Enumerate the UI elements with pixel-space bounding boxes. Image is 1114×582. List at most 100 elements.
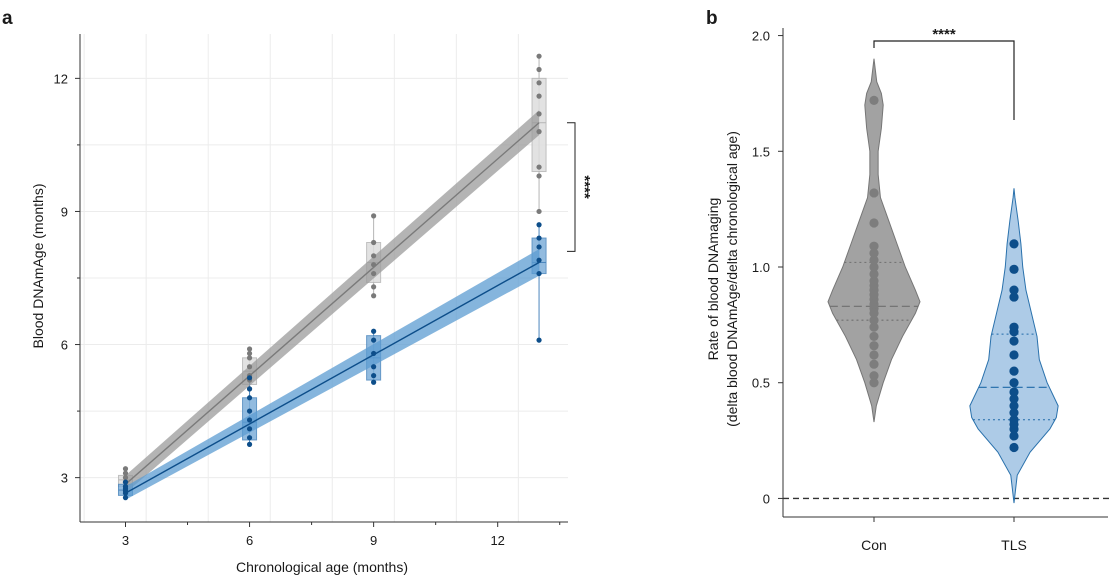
data-point-tls — [246, 375, 253, 381]
data-point-tls — [246, 386, 253, 392]
significance-label: **** — [576, 175, 593, 199]
data-point-tls — [122, 495, 129, 501]
data-point-con — [371, 253, 377, 259]
data-point-con — [122, 475, 129, 481]
y-axis-title-line2: (delta blood DNAmAge/delta chronological… — [724, 131, 740, 427]
data-point-con — [869, 359, 879, 369]
panel-b-letter: b — [706, 8, 718, 29]
x-tick-label: 9 — [370, 533, 377, 548]
data-point-con — [246, 346, 253, 352]
data-point-tls — [1009, 431, 1019, 441]
data-point-con — [371, 262, 377, 268]
data-point-con — [869, 248, 879, 258]
data-point-tls — [1009, 378, 1019, 388]
data-point-tls — [1009, 415, 1019, 425]
panel-a-chart: 3 6 9 12 3 6 9 12 Chronological age (months) Bloo… — [30, 34, 593, 575]
data-point-tls — [1009, 401, 1019, 411]
data-point-tls — [536, 270, 542, 277]
data-point-tls — [1009, 350, 1019, 360]
y-tick-label: 12 — [54, 71, 68, 86]
data-point-con — [371, 293, 377, 299]
data-point-con — [371, 213, 377, 219]
data-point-tls — [371, 337, 377, 343]
data-point-tls — [1009, 394, 1019, 404]
data-point-tls — [1009, 336, 1019, 346]
confidence-band-con — [125, 110, 540, 494]
data-point-con — [122, 470, 129, 476]
data-point-tls — [1009, 292, 1019, 302]
data-point-con — [371, 284, 377, 290]
significance-bracket — [873, 40, 1015, 120]
data-point-con — [536, 53, 542, 59]
data-point-con — [869, 262, 879, 272]
data-point-con — [869, 322, 879, 332]
x-tick-label: Con — [861, 537, 887, 553]
data-point-con — [869, 315, 879, 325]
significance-label: **** — [932, 26, 956, 43]
data-point-tls — [536, 337, 542, 343]
data-point-tls — [246, 417, 253, 423]
data-point-con — [536, 93, 542, 99]
data-point-con — [246, 355, 253, 361]
data-point-con — [122, 466, 129, 472]
y-tick-label: 1.5 — [752, 144, 770, 159]
data-point-con — [536, 80, 542, 86]
data-point-con — [869, 341, 879, 351]
y-tick-label: 1.0 — [752, 260, 770, 275]
x-tick-label: 6 — [246, 533, 253, 548]
data-point-tls — [122, 483, 129, 490]
fit-line-con — [125, 122, 540, 485]
data-point-tls — [1009, 285, 1019, 295]
data-point-con — [869, 350, 879, 360]
y-tick-label: 3 — [61, 471, 68, 486]
x-tick-label: TLS — [1001, 537, 1027, 553]
data-point-tls — [1009, 442, 1019, 453]
data-point-tls — [371, 350, 377, 357]
data-point-tls — [246, 426, 253, 432]
data-point-con — [371, 239, 377, 246]
data-point-tls — [371, 364, 377, 370]
data-point-tls — [371, 373, 377, 379]
data-point-tls — [536, 235, 542, 241]
data-point-con — [536, 129, 542, 135]
data-point-tls — [371, 328, 377, 334]
data-point-tls — [1009, 366, 1019, 376]
data-point-con — [869, 378, 879, 388]
confidence-band-tls — [125, 249, 540, 500]
data-point-con — [869, 276, 879, 286]
y-axis-title: Blood DNAmAge (months) — [30, 184, 46, 349]
significance-bracket — [567, 122, 576, 252]
data-point-con — [246, 364, 253, 370]
data-point-con — [536, 66, 542, 73]
data-point-tls — [536, 222, 542, 228]
y-axis-title-line1: Rate of blood DNAmaging — [705, 198, 721, 361]
data-point-con — [869, 241, 879, 251]
data-point-tls — [1009, 408, 1019, 418]
data-point-con — [371, 270, 377, 277]
x-tick-label: 3 — [122, 533, 129, 548]
y-tick-label: 0 — [763, 491, 770, 506]
data-point-con — [869, 188, 879, 198]
data-point-con — [536, 208, 542, 215]
data-point-tls — [246, 408, 253, 414]
data-point-con — [869, 255, 879, 265]
panel-a-letter: a — [2, 8, 13, 29]
data-point-tls — [1009, 239, 1019, 249]
data-point-con — [869, 371, 879, 381]
data-point-con — [869, 95, 879, 105]
data-point-tls — [246, 441, 253, 447]
data-point-tls — [536, 257, 542, 263]
data-point-con — [869, 218, 879, 228]
data-point-tls — [1009, 264, 1019, 274]
violin-con — [827, 58, 921, 423]
y-tick-label: 9 — [61, 204, 68, 219]
data-point-con — [536, 111, 542, 117]
x-axis-title: Chronological age (months) — [236, 559, 408, 575]
data-point-tls — [122, 479, 129, 485]
data-point-tls — [246, 395, 253, 401]
x-tick-label: 12 — [490, 533, 504, 548]
data-point-tls — [246, 435, 253, 441]
data-point-con — [536, 173, 542, 179]
panel-b-chart: 0 0.5 1.0 1.5 2.0 Rate of blood DNAmaging (del… — [705, 26, 1110, 553]
